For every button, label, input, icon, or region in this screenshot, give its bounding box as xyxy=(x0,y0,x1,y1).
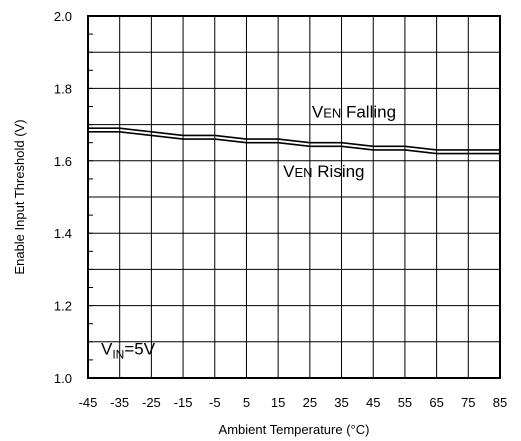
y-tick-label: 1.2 xyxy=(54,299,72,314)
y-axis-title: Enable Input Threshold (V) xyxy=(12,119,27,274)
ven-falling-label-v: V xyxy=(312,102,324,121)
ven-falling-label-text: Falling xyxy=(341,102,396,121)
x-tick-label: 85 xyxy=(493,395,507,410)
ven-falling-label-sub: EN xyxy=(323,105,341,120)
x-tick-label: -15 xyxy=(174,395,193,410)
ven-rising-label-v: V xyxy=(283,162,295,181)
x-tick-label: 35 xyxy=(334,395,348,410)
x-axis-title: Ambient Temperature (°C) xyxy=(219,422,370,437)
ven-rising-label-text: Rising xyxy=(313,162,365,181)
plot-frame xyxy=(87,15,501,379)
x-tick-label: 65 xyxy=(429,395,443,410)
x-tick-label: -25 xyxy=(142,395,161,410)
ven-rising-label-sub: EN xyxy=(294,165,312,180)
x-tick-label: -45 xyxy=(79,395,98,410)
ven-rising-line xyxy=(88,131,500,155)
y-tick-label: 1.4 xyxy=(54,226,72,241)
y-tick-labels: 1.0 1.2 1.4 1.6 1.8 2.0 xyxy=(54,9,72,386)
x-tick-labels: -45 -35 -25 -15 -5 5 15 25 35 45 55 65 75 85 xyxy=(79,395,508,410)
vin-condition-label: VIN=5V xyxy=(101,339,156,361)
grid xyxy=(88,16,500,378)
x-tick-label: 45 xyxy=(366,395,380,410)
y-tick-label: 1.8 xyxy=(54,81,72,96)
vin-condition-label-v: V xyxy=(101,339,113,358)
x-tick-label: 5 xyxy=(243,395,250,410)
x-tick-label: -5 xyxy=(209,395,221,410)
series-lines xyxy=(88,127,500,155)
ven-falling-label: VEN Falling xyxy=(312,102,396,121)
y-tick-label: 1.6 xyxy=(54,154,72,169)
y-tick-label: 1.0 xyxy=(54,371,72,386)
vin-condition-label-text: =5V xyxy=(124,339,155,358)
ven-rising-label: VEN Rising xyxy=(283,162,364,181)
x-tick-label: 75 xyxy=(461,395,475,410)
x-tick-label: 25 xyxy=(303,395,317,410)
ven-falling-line xyxy=(88,127,500,151)
x-tick-label: -35 xyxy=(110,395,129,410)
vin-condition-label-sub: IN xyxy=(112,347,124,361)
x-tick-label: 15 xyxy=(271,395,285,410)
y-tick-label: 2.0 xyxy=(54,9,72,24)
x-tick-label: 55 xyxy=(398,395,412,410)
